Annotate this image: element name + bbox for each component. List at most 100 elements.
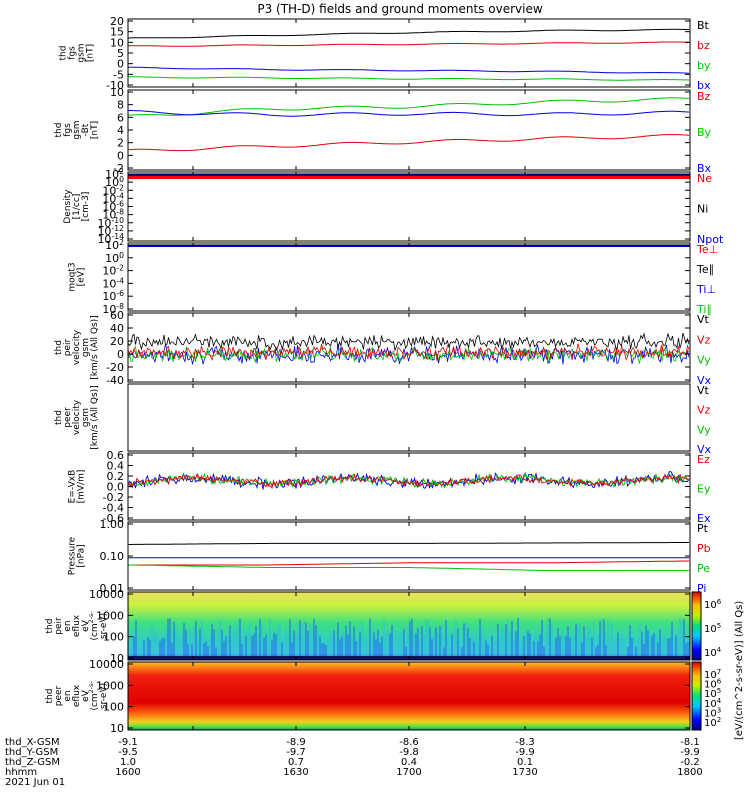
trace-bz	[128, 41, 690, 47]
y-tick-label: 100	[103, 631, 124, 644]
legend-bx: bx	[697, 79, 711, 92]
colorbar-tick: 104	[704, 646, 722, 659]
x-axis-value: 0.4	[401, 757, 417, 768]
y-tick-label: 4	[117, 124, 124, 137]
x-axis-value: -0.2	[680, 757, 700, 768]
y-tick-label: 0.4	[107, 460, 125, 473]
y-axis-label-line: thd	[54, 123, 64, 138]
y-axis-label-line: eflux	[72, 684, 82, 707]
y-tick-label: -2	[113, 162, 124, 175]
y-axis-label-line: (cm2-s-	[88, 611, 100, 640]
y-axis-label: thd peer velocity gsm [km/s (All Qs)]	[54, 385, 100, 449]
flag-bar	[128, 174, 690, 179]
y-axis-label: thd peir velocity gsm [km/s (All Qs)]	[54, 315, 100, 379]
y-axis-label-line: gsm	[72, 120, 82, 139]
y-axis-label-line: [cm-3]	[81, 192, 91, 222]
trace-by	[128, 76, 690, 81]
y-axis-label-line: [eV]	[77, 268, 87, 287]
x-axis-value: 1.0	[120, 757, 136, 768]
traces	[128, 332, 690, 365]
trace-Vt	[128, 332, 690, 352]
colorbar-tick: 103	[704, 706, 721, 719]
y-axis-label-line: [mV/m]	[77, 470, 87, 504]
x-axis-labels: thd_X-GSM -9.1 -8.9 -8.6 -8.3 -8.1 thd_Y-GSM -9…	[5, 737, 703, 788]
legend-Ti⊥: Ti⊥	[696, 283, 716, 296]
panel-frame	[127, 521, 691, 591]
y-tick-label: -0.4	[103, 502, 124, 515]
y-axis-label-line: -Bt	[81, 123, 91, 136]
x-axis-row-label: thd_Y-GSM	[5, 747, 58, 758]
y-tick-label: 10-8	[102, 208, 124, 222]
y-tick-label: 10-4	[102, 191, 124, 205]
legend-Vt: Vt	[697, 313, 710, 326]
trace-Pb	[128, 560, 689, 566]
trace-bx	[128, 66, 690, 74]
y-axis-label-line: thd	[45, 689, 55, 704]
x-axis-value: 0.1	[517, 757, 533, 768]
colorbar-tick: 105	[704, 687, 721, 700]
y-tick-label: 10-10	[97, 216, 124, 230]
x-axis-value: 1700	[396, 767, 421, 778]
y-axis-label-line: velocity	[72, 399, 82, 435]
y-axis-label-line: fgs	[63, 123, 73, 137]
y-axis-label-line: en	[63, 690, 73, 701]
y-tick-label: 1000	[96, 609, 124, 622]
y-tick-label: 10	[110, 722, 124, 735]
legend-Ti∥: Ti∥	[696, 303, 712, 316]
y-tick-label: 1.00	[100, 518, 125, 531]
legend-Pi: Pi	[697, 582, 706, 595]
y-axis-label-line: gsm	[77, 43, 87, 62]
y-tick-label: 0.01	[100, 582, 125, 595]
colorbar-label: [eV/(cm^2-s-sr-eV)] (All Qs)	[734, 601, 745, 740]
trace-Bt	[128, 28, 689, 39]
legend-Vz: Vz	[697, 404, 711, 417]
y-axis-label-line: eV	[81, 619, 91, 632]
date-label: 2021 Jun 01	[5, 777, 65, 788]
y-tick-label: -0.2	[103, 491, 124, 504]
y-tick-label: -0.6	[103, 512, 124, 525]
y-tick-label: 10-12	[97, 224, 124, 238]
legend-Pt: Pt	[697, 522, 709, 535]
y-tick-label: 10-2	[102, 183, 124, 197]
legend-Vy: Vy	[697, 423, 711, 436]
legend-Vz: Vz	[697, 333, 711, 346]
legend-Bt: Bt	[697, 19, 710, 32]
colorbar-tick: 105	[704, 622, 721, 635]
y-axis-label-line: [1/cc]	[72, 194, 82, 220]
y-tick-label: 20	[110, 15, 124, 28]
y-axis-label-line: peir	[63, 338, 73, 356]
legend-Vx: Vx	[697, 443, 712, 456]
y-axis-label-line: [nT]	[90, 121, 100, 139]
y-tick-label: 10	[110, 36, 124, 49]
y-axis-label-line: [km/s (All Qs)]	[90, 385, 100, 449]
legend-by: by	[697, 59, 711, 72]
y-tick-label: 0.0	[107, 481, 125, 494]
y-axis-label: thd peer en eflux eV (cm2-s-sr-eV)	[45, 681, 109, 710]
colorbar	[691, 661, 702, 731]
legend-Te∥: Te∥	[696, 263, 714, 276]
legend-Ez: Ez	[697, 453, 710, 466]
y-tick-label: 8	[117, 99, 124, 112]
legend-Pb: Pb	[697, 542, 711, 555]
y-axis-label-line: eV	[81, 689, 91, 702]
colorbar-tick: 102	[704, 716, 721, 729]
trace-Pt	[128, 542, 689, 545]
legend-Bx: Bx	[697, 162, 712, 175]
legend-Ni: Ni	[697, 203, 708, 216]
trace-Bx	[128, 110, 690, 117]
y-axis-label-line: Density	[63, 189, 73, 224]
y-tick-label: 102	[105, 238, 124, 252]
x-axis-row-label: thd_X-GSM	[5, 737, 60, 748]
panel-frame	[127, 383, 691, 452]
colorbar-tick: 106	[704, 598, 722, 611]
y-tick-label: 10-6	[102, 200, 124, 214]
y-axis-label-line: fgs	[68, 46, 78, 60]
y-axis-label-line: [km/s (All Qs)]	[90, 315, 100, 379]
legend-Ey: Ey	[697, 483, 711, 496]
panel-pressure: 1.00 0.10 0.01 Pressure [nPa] Pt Pb Pe Pi	[68, 518, 711, 595]
